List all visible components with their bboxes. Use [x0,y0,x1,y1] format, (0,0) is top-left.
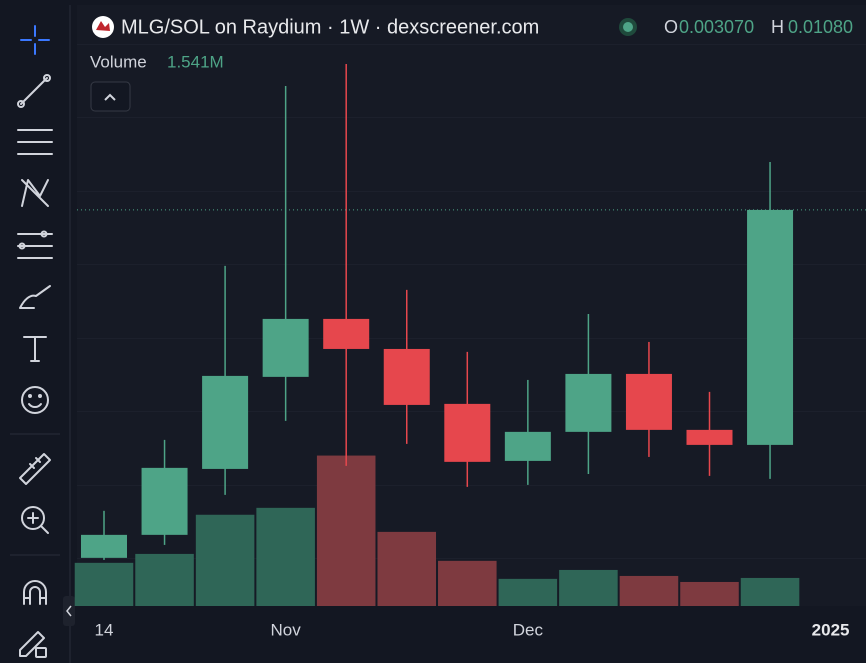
candle-body [81,534,127,558]
candle-body [444,403,491,462]
status-dot [623,22,633,32]
candle-body [141,467,188,535]
candle-body [625,373,672,430]
volume-bar [256,507,315,606]
volume-bar [377,531,437,606]
magnet-tool[interactable] [23,580,47,605]
zoom-tool[interactable] [21,506,49,534]
x-tick-label: Nov [271,620,302,639]
token-icon-mark [96,21,110,31]
open-key: O [664,17,678,37]
volume-bar [135,553,194,606]
high-value: 0.01080 [788,17,853,37]
toolbar [10,25,60,658]
candle-body [565,373,612,432]
lock-tool[interactable] [19,631,47,658]
collapse-legend-button[interactable] [90,81,131,112]
pattern-tool[interactable] [21,179,49,207]
candle-body [202,375,249,469]
candle-body [323,318,370,349]
chart-title: MLG/SOL on Raydium · 1W · dexscreener.co… [121,16,539,38]
candle-body [262,318,309,377]
volume-bar [680,581,739,606]
volume-bar [619,575,679,606]
candle-body [686,429,733,445]
x-tick-label: 14 [95,620,114,639]
fib-tool[interactable] [17,129,53,155]
volume-bar [740,577,800,606]
forecast-tool[interactable] [17,230,53,259]
candle-body [383,348,430,405]
open-value: 0.003070 [679,17,754,37]
emoji-tool[interactable] [21,386,49,414]
brush-tool[interactable] [19,285,51,309]
volume-bar [316,455,376,606]
volume-bar [498,578,558,606]
ruler-tool[interactable] [19,453,51,485]
plot-grid [77,5,866,606]
collapse-button[interactable] [63,596,75,626]
volume-bar [74,562,134,606]
high-key: H [771,17,784,37]
volume-bar [438,560,497,606]
crosshair-tool[interactable] [20,25,50,55]
volume-bar [195,514,255,606]
trendline-tool[interactable] [17,74,51,108]
x-tick-label: 2025 [812,620,850,639]
x-tick-label: Dec [513,620,544,639]
volume-label: Volume [90,52,147,71]
candle-body [504,431,551,461]
volume-value: 1.541M [167,52,224,71]
volume-bar [559,569,618,606]
candle-body [747,209,794,445]
text-tool[interactable] [23,336,47,362]
